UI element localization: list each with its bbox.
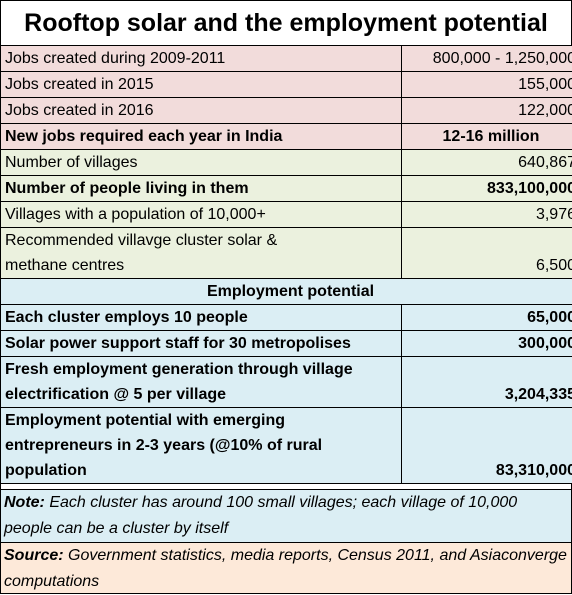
source-text: Government statistics, media reports, Ce…	[4, 547, 567, 590]
table-row: Fresh employment generation through vill…	[1, 357, 572, 408]
row-value: 3,204,335	[402, 357, 572, 408]
table-row: Number of people living in them 833,100,…	[1, 176, 572, 202]
row-label: Solar power support staff for 30 metropo…	[1, 331, 402, 357]
table-row: Jobs created in 2015 155,000	[1, 72, 572, 98]
row-value: 65,000	[402, 305, 572, 331]
row-label-line: Recommended villavge cluster solar &	[5, 228, 397, 253]
row-value: 12-16 million	[402, 124, 572, 150]
row-label: Jobs created during 2009-2011	[1, 46, 402, 72]
table-row: New jobs required each year in India 12-…	[1, 124, 572, 150]
row-value: 3,976	[402, 202, 572, 228]
note-block: Note: Each cluster has around 100 small …	[1, 489, 571, 542]
section-header-row: Employment potential	[1, 279, 572, 305]
row-label-line: population	[5, 458, 397, 483]
row-label: Employment potential with emerging entre…	[1, 408, 402, 484]
row-label: Each cluster employs 10 people	[1, 305, 402, 331]
row-value: 833,100,000	[402, 176, 572, 202]
table-row: Jobs created during 2009-2011 800,000 - …	[1, 46, 572, 72]
row-label: Number of people living in them	[1, 176, 402, 202]
data-table: Jobs created during 2009-2011 800,000 - …	[1, 46, 572, 484]
source-prefix: Source:	[4, 547, 64, 564]
row-label-line: Fresh employment generation through vill…	[5, 357, 397, 382]
row-label: New jobs required each year in India	[1, 124, 402, 150]
table-row: Jobs created in 2016 122,000	[1, 98, 572, 124]
table-row: Solar power support staff for 30 metropo…	[1, 331, 572, 357]
row-label-line: Employment potential with emerging	[5, 408, 397, 433]
row-label-line: methane centres	[5, 253, 397, 278]
table-row: Employment potential with emerging entre…	[1, 408, 572, 484]
row-label: Jobs created in 2015	[1, 72, 402, 98]
table-row: Recommended villavge cluster solar & met…	[1, 228, 572, 279]
section-header: Employment potential	[1, 279, 572, 305]
source-block: Source: Government statistics, media rep…	[1, 542, 571, 593]
row-label-line: entrepreneurs in 2-3 years (@10% of rura…	[5, 433, 397, 458]
note-prefix: Note:	[4, 494, 45, 511]
row-label-line: electrification @ 5 per village	[5, 382, 397, 407]
table-title: Rooftop solar and the employment potenti…	[1, 1, 571, 46]
table-row: Number of villages 640,867	[1, 150, 572, 176]
row-value: 800,000 - 1,250,000	[402, 46, 572, 72]
note-text: Each cluster has around 100 small villag…	[4, 494, 517, 537]
row-label: Jobs created in 2016	[1, 98, 402, 124]
row-value: 155,000	[402, 72, 572, 98]
row-value: 300,000	[402, 331, 572, 357]
row-label: Villages with a population of 10,000+	[1, 202, 402, 228]
row-label: Number of villages	[1, 150, 402, 176]
row-value: 640,867	[402, 150, 572, 176]
table-row: Each cluster employs 10 people 65,000	[1, 305, 572, 331]
row-label: Fresh employment generation through vill…	[1, 357, 402, 408]
row-value: 83,310,000	[402, 408, 572, 484]
row-value: 6,500	[402, 228, 572, 279]
row-value: 122,000	[402, 98, 572, 124]
table-row: Villages with a population of 10,000+ 3,…	[1, 202, 572, 228]
row-label: Recommended villavge cluster solar & met…	[1, 228, 402, 279]
